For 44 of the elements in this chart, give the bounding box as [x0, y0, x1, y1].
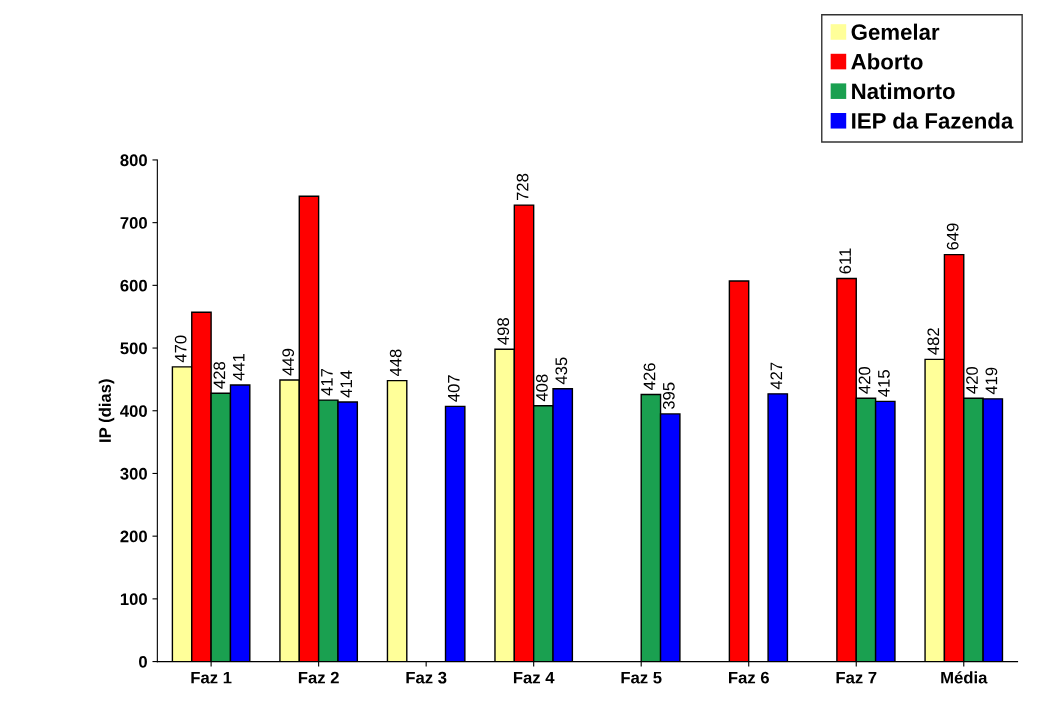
data-label: 441	[232, 353, 245, 381]
x-tick-label: Faz 5	[621, 671, 662, 684]
y-tick-label: 500	[120, 342, 147, 355]
x-tick-label: Faz 4	[513, 671, 555, 684]
x-tick-label: Faz 7	[836, 671, 877, 684]
x-tick-label: Média	[941, 671, 988, 684]
data-label: 448	[389, 349, 402, 377]
y-tick-label: 200	[120, 530, 147, 543]
legend-label: Aborto	[851, 53, 923, 70]
legend-label: IEP da Fazenda	[852, 112, 1014, 129]
data-label: 414	[340, 370, 352, 398]
legend-label: Natimorto	[852, 82, 955, 100]
data-label: 407	[447, 375, 460, 402]
data-label: 419	[985, 367, 998, 395]
data-label: 435	[555, 357, 568, 385]
x-tick-label: Faz 6	[729, 671, 769, 684]
data-label: 417	[321, 368, 333, 396]
data-label: 395	[662, 382, 675, 410]
y-tick-label: 600	[120, 279, 147, 292]
data-label: 482	[927, 328, 940, 355]
y-axis-title: IP (dias)	[98, 379, 115, 442]
data-label: 426	[643, 363, 656, 390]
x-tick-label: Faz 2	[298, 671, 339, 684]
data-label: 470	[174, 335, 187, 363]
y-tick-label: 100	[120, 593, 147, 606]
legend-label: Gemelar	[851, 23, 940, 40]
data-label: 420	[858, 366, 871, 394]
data-label: 449	[282, 348, 295, 376]
data-label: 649	[946, 223, 959, 250]
y-tick-label: 400	[120, 405, 147, 417]
data-label: 420	[966, 366, 978, 394]
data-label: 428	[213, 361, 226, 389]
y-tick-label: 700	[120, 217, 147, 229]
y-tick-label: 300	[120, 467, 147, 480]
y-tick-label: 800	[120, 154, 147, 167]
data-label: 611	[839, 248, 852, 274]
x-tick-label: Faz 3	[406, 671, 447, 684]
data-label: 408	[536, 374, 548, 402]
x-tick-label: Faz 1	[191, 671, 232, 684]
data-label: 415	[878, 370, 890, 397]
data-label: 498	[497, 318, 510, 345]
data-label: 427	[770, 362, 783, 390]
data-label: 728	[516, 173, 529, 201]
y-tick-label: 0	[139, 655, 147, 668]
